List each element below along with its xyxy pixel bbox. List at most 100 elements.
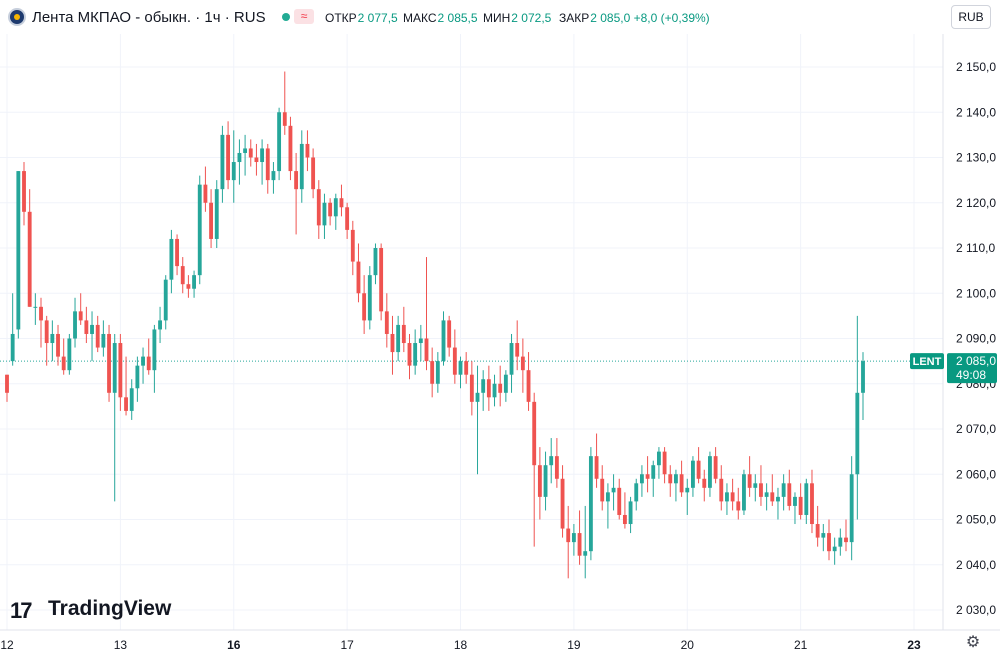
candle-body [798,496,803,515]
candle-body [787,483,792,506]
y-axis-tick-label: 2 040,0 [956,558,996,572]
candle-body [492,383,497,398]
candle-body [413,343,418,366]
candle-body [322,202,327,226]
candle-body [537,465,542,497]
candle-body [764,492,769,497]
candle-body [339,198,344,208]
x-axis-tick-label: 12 [0,638,14,652]
candle-body [180,266,185,285]
candle-body [605,492,610,502]
candle-body [588,456,593,552]
candle-body [203,184,208,203]
candle-body [22,171,26,212]
symbol-tag-label: LENT [913,356,942,368]
candle-body [129,388,134,411]
candle-body [95,324,100,348]
candle-body [696,460,701,479]
candle-body [299,143,304,190]
candle-body [328,202,333,217]
company-logo-icon [8,8,26,26]
candle-body [520,356,525,371]
candle-body [458,361,463,375]
candle-body [118,343,123,398]
candle-body [237,152,242,163]
candle-body [498,383,503,393]
candle-body [158,320,162,330]
candle-body [61,356,66,371]
y-axis-tick-label: 2 030,0 [956,603,996,617]
candle-body [209,202,214,239]
candle-body [384,311,389,334]
candle-body [509,343,514,375]
y-axis-tick-label: 2 110,0 [956,241,995,255]
candle-body [333,198,338,217]
candle-body [441,320,446,362]
candle-body [396,324,401,353]
candle-body [679,474,684,493]
x-axis-tick-label: 21 [794,638,808,652]
market-open-status-icon [282,13,290,21]
candle-body [197,184,202,276]
candle-body [776,496,780,502]
symbol-title[interactable]: Лента МКПАО - обыкн. · 1ч · RUS [32,9,266,26]
chart-header: Лента МКПАО - обыкн. · 1ч · RUS ≈ ОТКР2 … [0,0,1000,34]
candle-body [248,148,253,158]
settings-gear-icon[interactable]: ⚙ [965,634,981,651]
candle-body [821,533,826,538]
candle-body [577,533,582,556]
y-axis-tick-label: 2 150,0 [956,60,996,74]
candle-body [350,229,355,262]
candle-body [447,320,452,348]
candle-body [464,361,469,375]
candle-body [44,320,49,344]
candle-body [186,284,191,289]
candle-body [481,379,486,393]
candle-body [192,275,197,289]
ohlc-open: ОТКР2 077,5 [325,11,398,25]
candle-body [141,356,145,366]
candle-body [163,279,168,321]
x-axis-tick-label: 19 [567,638,581,652]
candle-body [668,474,673,484]
candle-body [418,338,423,344]
candle-body [112,343,117,393]
candle-body [373,248,378,276]
candle-body [532,401,537,466]
candle-body [39,306,43,321]
y-axis-tick-label: 2 090,0 [956,332,996,346]
candle-body [486,379,491,398]
candle-body [742,474,746,511]
candle-body [362,293,367,321]
candle-body [5,374,9,393]
tradingview-watermark: TradingView [48,597,172,620]
candle-body [656,451,661,466]
candle-body [407,343,412,366]
y-axis-tick-label: 2 100,0 [956,286,996,300]
candle-body [452,347,457,375]
candle-body [220,134,225,190]
candle-body [33,306,38,308]
last-price-tag [947,353,997,384]
x-axis-tick-label: 20 [681,638,695,652]
candle-body [838,537,843,547]
tradingview-logo-icon: 17 [10,598,33,623]
candle-body [673,474,678,484]
candle-body [639,474,644,484]
candle-body [90,324,94,334]
delayed-data-icon[interactable]: ≈ [294,9,314,24]
currency-select[interactable]: RUB [951,5,991,29]
symbol-tag [910,353,944,370]
candle-body [288,125,293,172]
candle-body [305,143,310,158]
candle-body [424,338,429,362]
candle-body [271,171,276,181]
candle-body [849,474,854,543]
candle-body [832,546,837,552]
candle-body [634,483,639,502]
y-axis-tick-label: 2 140,0 [956,105,996,119]
candle-body [316,189,321,226]
candle-body [810,483,814,525]
y-axis-tick-label: 2 070,0 [956,422,996,436]
